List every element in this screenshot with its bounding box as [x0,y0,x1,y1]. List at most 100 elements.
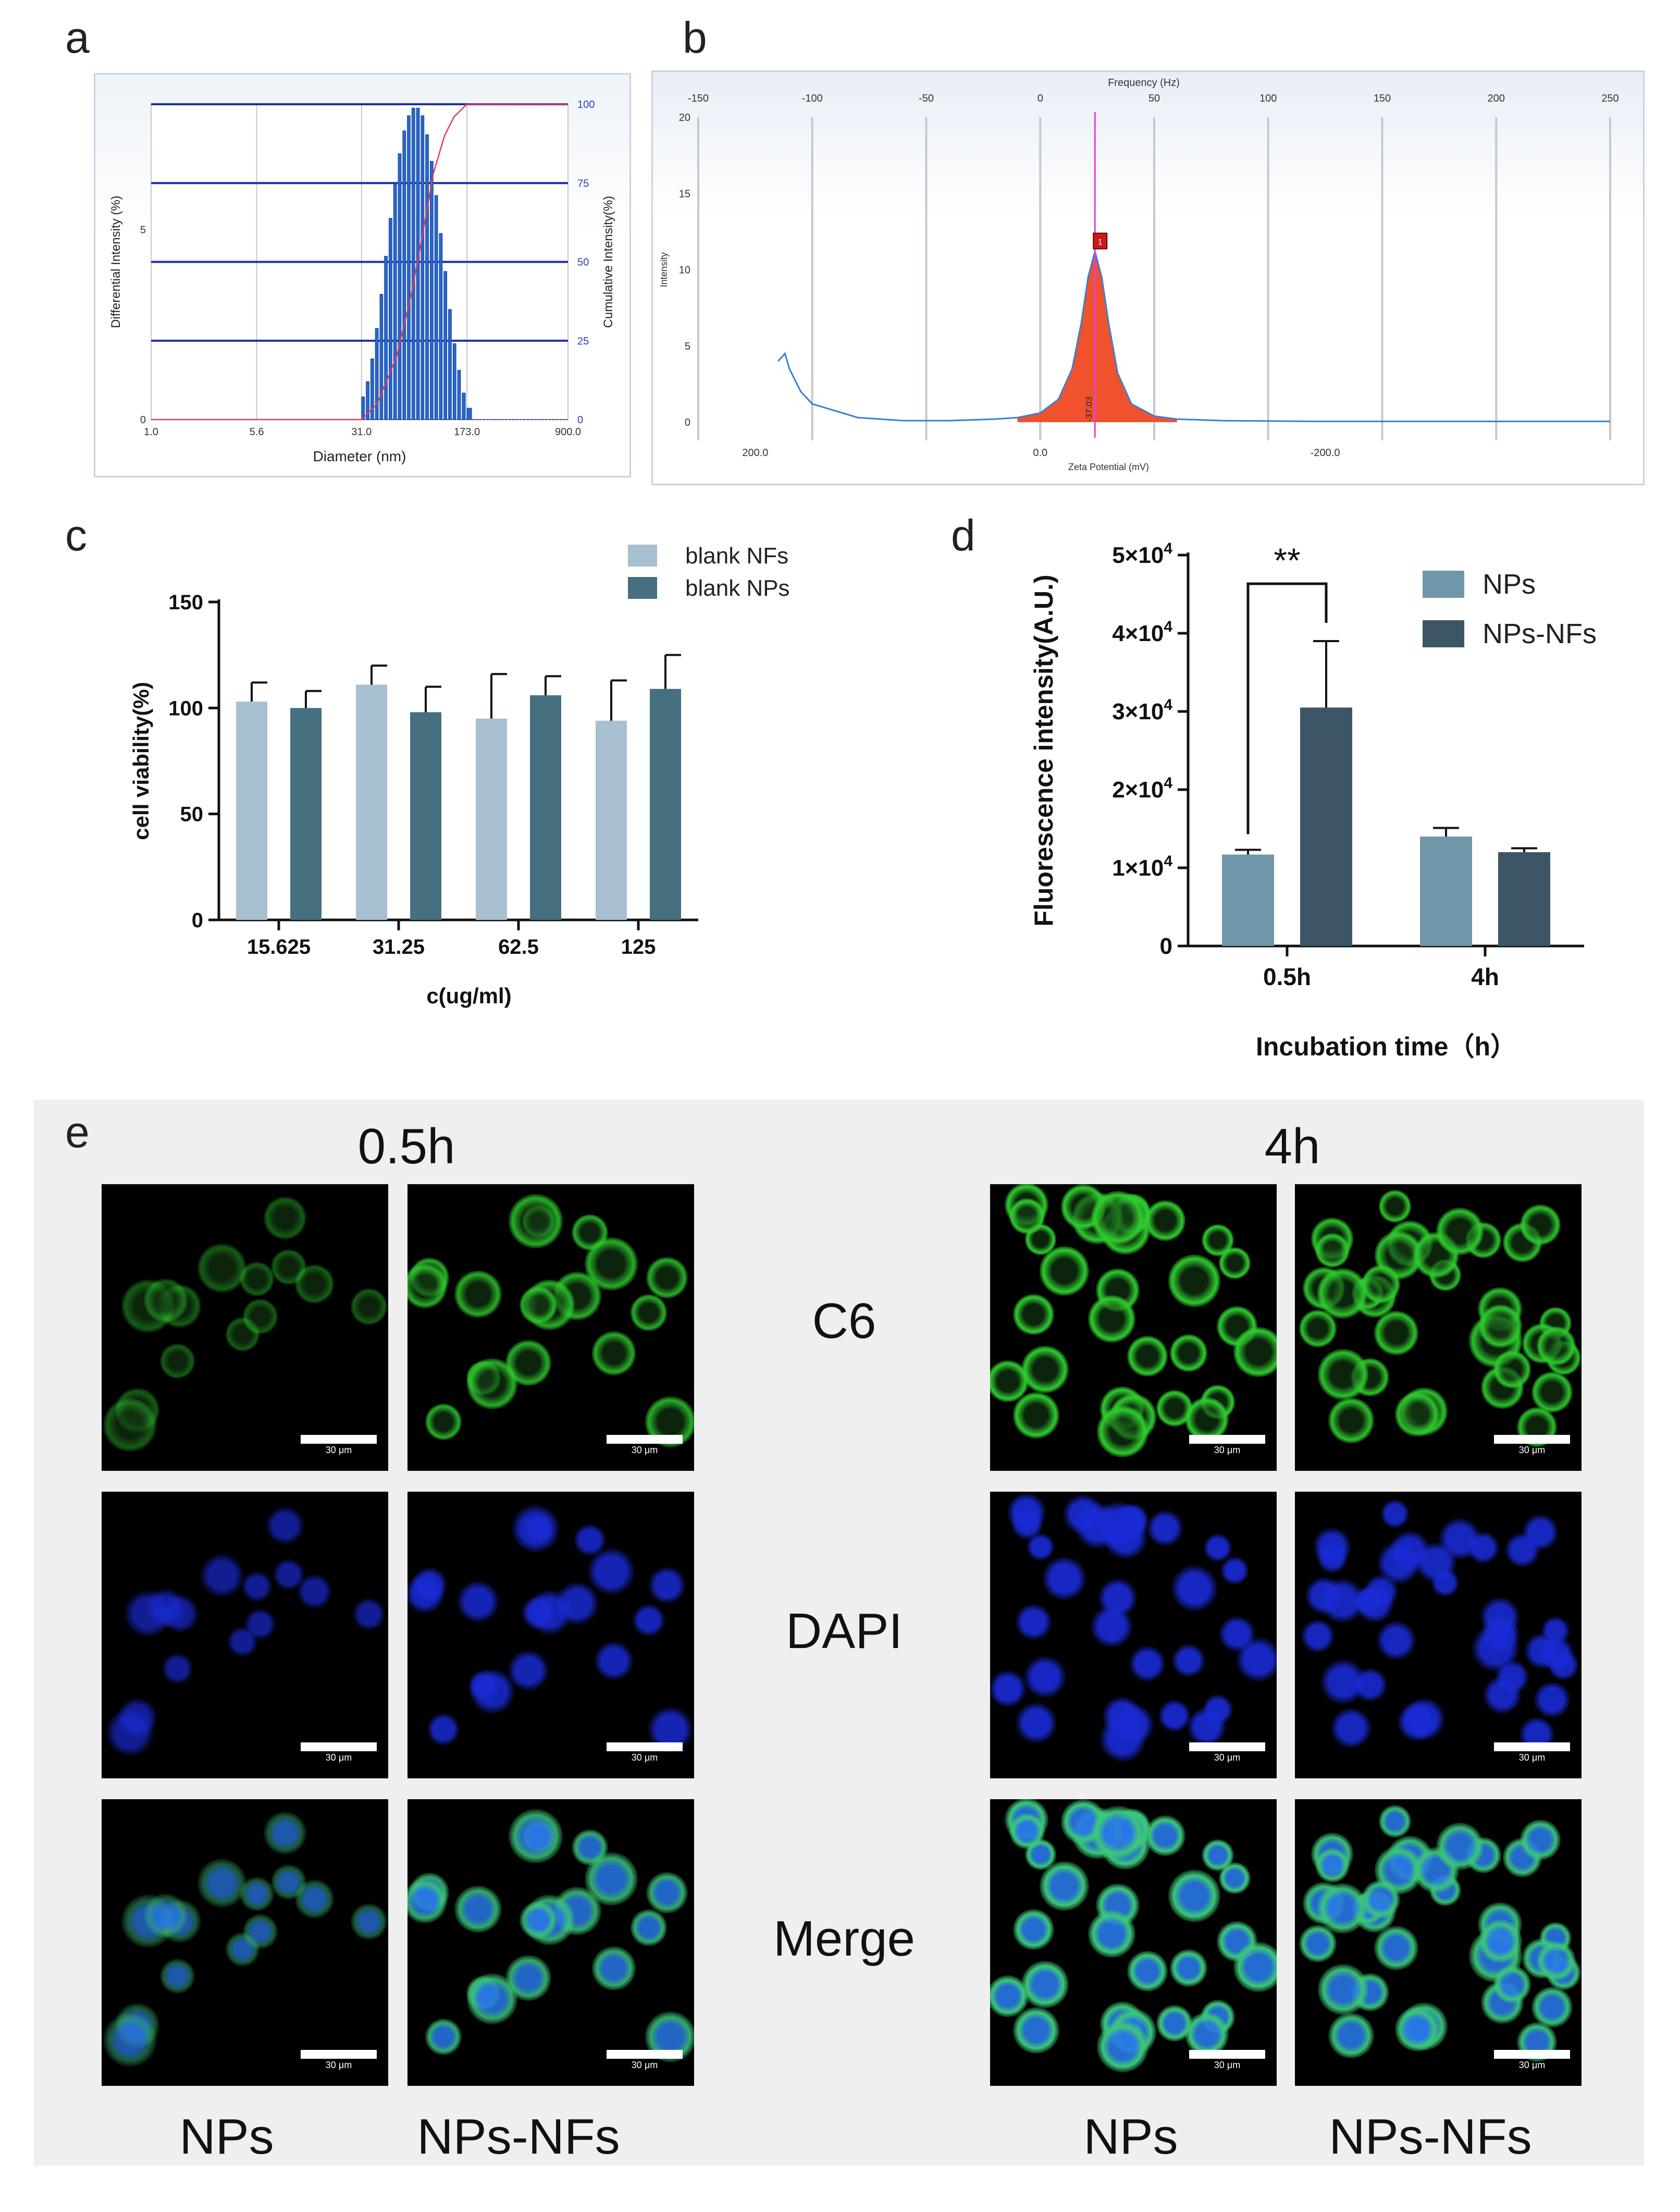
x-axis-label-d: Incubation time（h） [1256,1032,1516,1061]
cell [1144,1507,1185,1549]
size-bar [379,293,384,420]
cell [990,1360,1029,1402]
cell [1493,1658,1531,1696]
cell [350,1288,388,1325]
legend-swatch-d [1423,571,1464,598]
peak-annotation: -37.03 [1084,397,1094,422]
cell [1040,1553,1090,1603]
cell [509,1809,563,1863]
top-tick-label: 150 [1374,93,1391,104]
cell [631,1909,668,1946]
size-bar [429,161,434,420]
cell [454,1578,502,1626]
time-label-4h: 4h [1264,1119,1320,1174]
cell [1362,1265,1401,1304]
cell [1202,1531,1234,1564]
legend-label-d: NPs-NFs [1483,618,1597,649]
y-right-tick-label: 100 [577,99,595,110]
cell [466,1665,518,1717]
cell [1328,1705,1374,1751]
panel-label-a: a [65,13,90,62]
size-bar [434,195,438,420]
peak-marker-label: 1 [1098,238,1103,247]
micrograph-merge-npsnfs-0-5h: 30 μm [407,1799,694,2086]
x-tick-label-c: 15.625 [247,936,311,958]
x-axis-label-a: Diameter (nm) [313,448,406,464]
top-axis-label-b: Frequency (Hz) [1108,77,1180,89]
scale-bar-label: 30 μm [631,2060,658,2070]
cell [1168,1869,1221,1922]
cell [1317,1268,1367,1319]
legend-label-d: NPs [1483,569,1536,600]
cell [585,1852,638,1906]
cell [242,1914,278,1949]
cell [350,1595,388,1633]
top-tick-label: 0 [1037,93,1043,104]
cell [1013,1601,1054,1642]
cell [1478,1919,1522,1963]
cell [646,1564,688,1606]
scale-bar [607,1435,683,1444]
cell [1531,1987,1573,2028]
scale-bar-label: 30 μm [1214,1752,1241,1763]
bottom-tick-label: 0.0 [1033,447,1047,459]
cell [143,1278,188,1322]
cell [1374,1926,1418,1971]
scale-bar-label: 30 μm [1214,1445,1241,1455]
micrograph-merge-nps-4h: 30 μm [990,1799,1277,2086]
legend-swatch-c [628,577,657,599]
cell [1091,1806,1145,1860]
cell [264,1197,307,1240]
y-tick-label-b: 0 [685,417,690,428]
cell [1013,1699,1060,1747]
micrograph-c6-npsnfs-0-5h: 30 μm [407,1184,694,1471]
y-tick-label-d: 4×104 [1112,618,1172,646]
row-label-c6: C6 [812,1293,876,1349]
y-tick-label-d: 3×104 [1112,696,1172,724]
cell [1493,1965,1531,2004]
cell [1328,1397,1374,1443]
size-bar [370,358,374,420]
cell [1317,1576,1367,1626]
cell [407,1878,448,1924]
x-tick-label-c: 62.5 [498,936,539,958]
cell [407,1263,448,1309]
x-axis-label-c: c(ug/ml) [426,984,511,1008]
cell [1374,1618,1418,1663]
cell [1097,1406,1149,1458]
y-left-axis-label-a: Differential Intensity (%) [109,195,123,328]
micrograph-merge-npsnfs-4h: 30 μm [1295,1799,1582,2086]
scale-bar [1189,1742,1265,1751]
cell [592,1331,636,1375]
cell [1170,1949,1208,1987]
scale-bar [1189,2050,1265,2059]
cell [1202,1224,1234,1257]
cell [1362,1572,1401,1612]
x-tick-label: 1.0 [144,426,158,438]
cell [1478,1304,1522,1348]
cell [264,1812,307,1855]
scale-bar [1494,1435,1570,1444]
y-tick-label-b: 15 [679,188,690,200]
cell [1021,1653,1069,1701]
cell [1328,2012,1374,2058]
cell [1520,1205,1561,1246]
cell [143,1893,188,1937]
cell [294,1879,335,1919]
cell [1233,1634,1277,1685]
cell [1493,1350,1531,1388]
cell [592,1946,636,1990]
top-tick-label: -50 [919,93,934,104]
cell [1394,1392,1439,1436]
cell [425,2018,462,2056]
y-tick-label-d: 5×104 [1112,540,1172,568]
cell [1013,1294,1054,1335]
cell [1233,1941,1277,1993]
size-bar [361,396,365,420]
cell [454,1270,502,1318]
legend-swatch-d [1423,620,1464,647]
cell [631,1294,668,1331]
panel-label-e: e [65,1108,90,1157]
y-right-tick-label: 50 [577,257,589,268]
cell [103,1398,157,1452]
